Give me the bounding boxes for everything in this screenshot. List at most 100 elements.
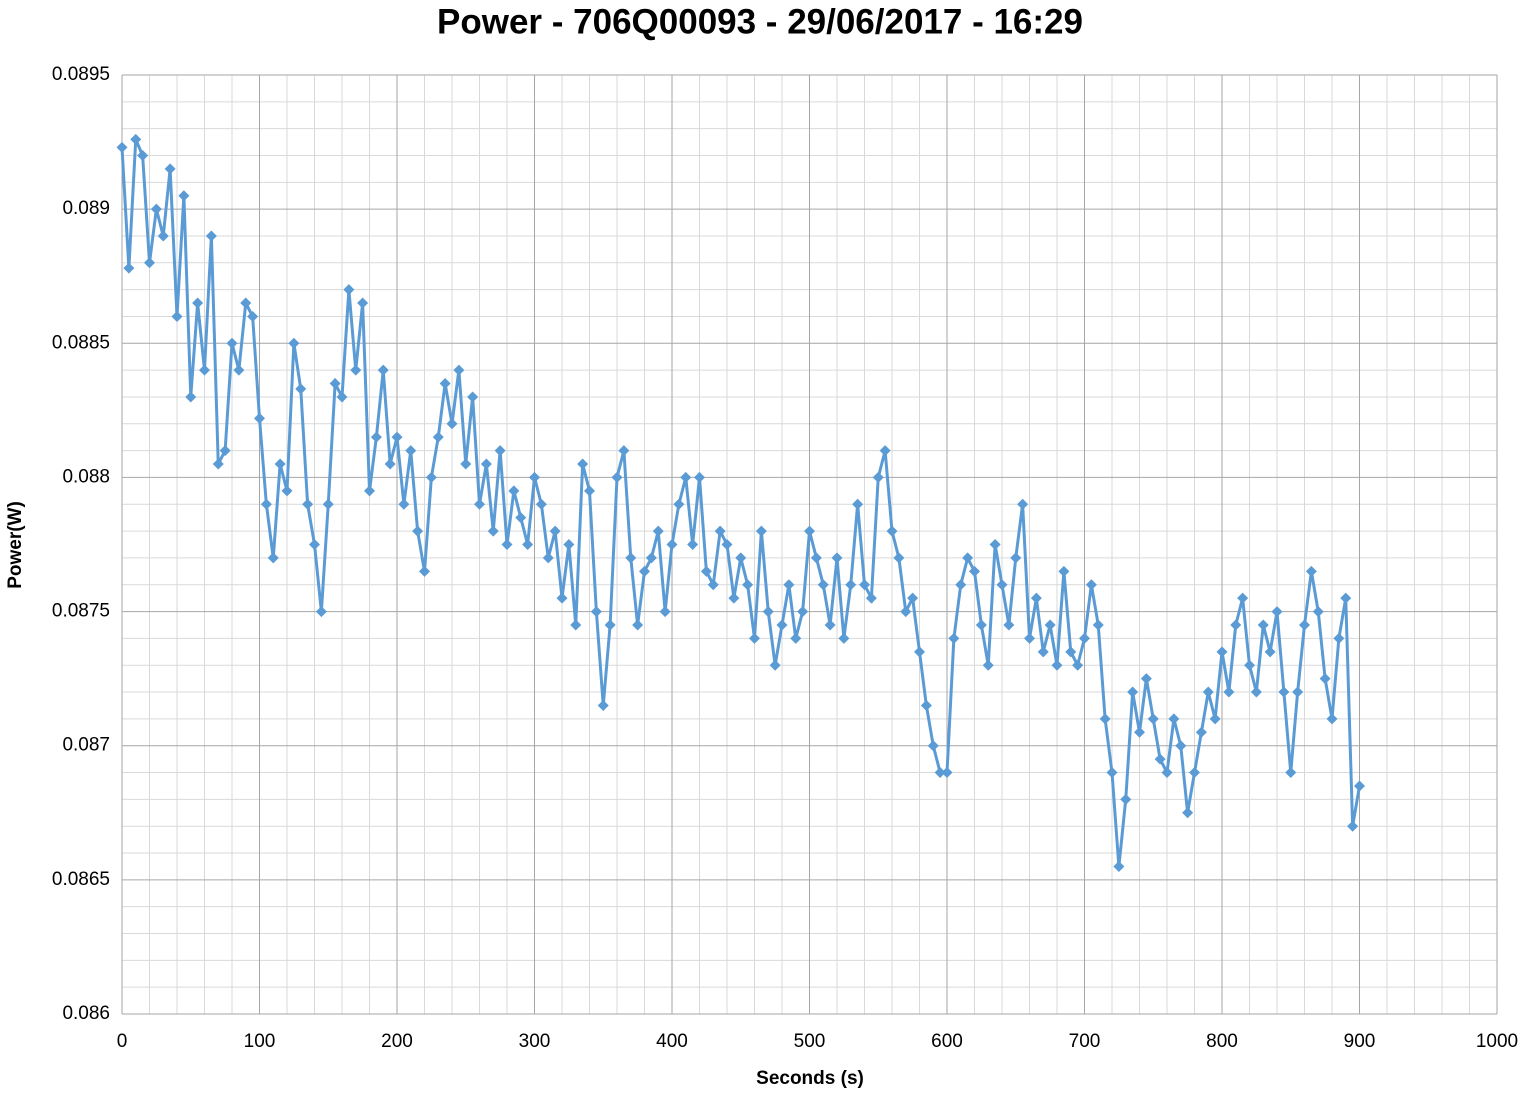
- data-point: [508, 485, 520, 497]
- data-point: [542, 552, 554, 564]
- data-point: [1312, 606, 1324, 618]
- data-point: [240, 297, 252, 309]
- data-point: [955, 579, 967, 591]
- data-point: [687, 539, 699, 550]
- data-point: [783, 579, 795, 591]
- data-point: [611, 471, 623, 483]
- y-tick-label: 0.0895: [52, 64, 110, 85]
- data-point: [694, 471, 705, 483]
- y-tick-label: 0.0885: [52, 332, 110, 353]
- data-point: [1189, 767, 1200, 779]
- data-point: [226, 337, 238, 349]
- data-point: [1326, 713, 1338, 725]
- data-point: [556, 592, 568, 604]
- data-point: [728, 592, 740, 604]
- data-point: [384, 458, 396, 470]
- data-point: [604, 619, 616, 631]
- data-point: [233, 364, 245, 376]
- data-point: [707, 579, 719, 591]
- data-point: [659, 606, 671, 618]
- data-point: [412, 525, 424, 537]
- data-point: [639, 565, 650, 577]
- data-point: [529, 471, 540, 483]
- data-point: [934, 767, 946, 779]
- data-point: [969, 565, 980, 577]
- data-point: [666, 539, 678, 550]
- data-point: [130, 133, 142, 145]
- data-point: [322, 498, 334, 510]
- data-point: [315, 606, 327, 618]
- data-point: [804, 525, 815, 537]
- data-point: [439, 378, 451, 390]
- data-point: [1175, 740, 1187, 752]
- data-point: [584, 485, 595, 497]
- data-point: [1250, 686, 1262, 698]
- data-point: [487, 525, 499, 537]
- data-point: [1161, 767, 1173, 779]
- data-point: [652, 525, 664, 537]
- data-point: [377, 364, 389, 376]
- data-point: [391, 431, 403, 443]
- data-point: [302, 498, 314, 510]
- data-point: [1085, 579, 1097, 591]
- data-point: [721, 539, 733, 550]
- data-point: [590, 606, 602, 618]
- data-point: [996, 579, 1008, 591]
- data-point: [357, 297, 369, 309]
- data-point: [185, 391, 197, 403]
- data-point: [927, 740, 939, 752]
- data-point: [1299, 619, 1310, 631]
- data-point: [790, 632, 802, 644]
- data-point: [1051, 659, 1063, 671]
- data-point: [1354, 780, 1365, 792]
- data-point: [1024, 632, 1035, 644]
- data-point: [570, 619, 582, 631]
- data-point: [453, 364, 465, 376]
- data-point: [962, 552, 974, 564]
- data-point: [1202, 686, 1214, 698]
- data-point: [1140, 673, 1152, 685]
- data-point: [219, 445, 231, 457]
- data-point: [1285, 767, 1297, 779]
- data-point: [1113, 860, 1125, 872]
- data-point: [274, 458, 286, 470]
- data-point: [501, 539, 513, 550]
- data-point: [749, 632, 760, 644]
- data-point: [900, 606, 912, 618]
- data-point: [467, 391, 479, 403]
- y-tick-label: 0.086: [62, 1003, 110, 1024]
- data-point: [1010, 552, 1022, 564]
- data-point: [742, 579, 754, 591]
- data-point: [625, 552, 637, 564]
- data-point: [405, 445, 417, 457]
- data-point: [343, 284, 355, 296]
- data-point: [673, 498, 685, 510]
- x-tick-label: 1000: [1476, 1031, 1518, 1052]
- data-point: [1092, 619, 1104, 631]
- data-point: [982, 659, 994, 671]
- y-tick-label: 0.0865: [52, 869, 110, 890]
- x-tick-label: 700: [1069, 1031, 1101, 1052]
- data-point: [831, 552, 843, 564]
- data-point: [872, 471, 884, 483]
- x-tick-label: 900: [1344, 1031, 1376, 1052]
- data-point: [1044, 619, 1056, 631]
- data-point: [797, 606, 809, 618]
- x-axis-title: Seconds (s): [756, 1068, 864, 1089]
- data-point: [1264, 646, 1276, 658]
- data-point: [1017, 498, 1029, 510]
- y-tick-label: 0.088: [62, 466, 110, 487]
- data-point: [178, 190, 190, 202]
- data-point: [419, 565, 430, 577]
- data-point: [364, 485, 375, 497]
- data-point: [1072, 659, 1084, 671]
- data-point: [886, 525, 898, 537]
- data-point: [205, 230, 217, 242]
- data-point: [212, 458, 224, 470]
- x-tick-label: 100: [244, 1031, 276, 1052]
- data-point: [144, 257, 155, 269]
- data-point: [254, 412, 265, 424]
- data-point: [123, 262, 135, 274]
- data-point: [1030, 592, 1042, 604]
